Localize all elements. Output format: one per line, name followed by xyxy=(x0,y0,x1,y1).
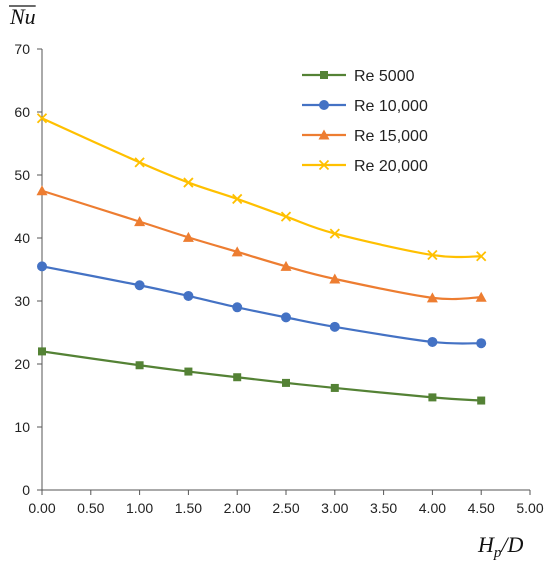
x-axis-label-subscript: p xyxy=(493,545,502,561)
legend-item: Re 10,000 xyxy=(302,98,428,115)
y-tick-label: 10 xyxy=(14,419,30,435)
x-marker-stroke xyxy=(232,193,243,205)
square-marker xyxy=(184,367,193,376)
circle-marker xyxy=(427,336,438,347)
x-tick-label: 3.00 xyxy=(321,500,348,516)
triangle-marker xyxy=(329,273,341,284)
legend-item: Re 5000 xyxy=(302,68,415,85)
x-marker xyxy=(183,177,194,188)
x-marker xyxy=(232,193,243,205)
x-tick-label: 4.00 xyxy=(419,500,446,516)
x-marker-stroke xyxy=(183,177,194,188)
triangle-marker xyxy=(280,260,292,271)
y-tick-label: 50 xyxy=(14,167,30,183)
triangle-marker xyxy=(134,216,146,227)
x-tick-label: 2.00 xyxy=(224,500,251,516)
series-line xyxy=(41,350,482,402)
circle-marker xyxy=(476,338,487,349)
x-marker xyxy=(476,251,487,262)
triangle-marker xyxy=(231,246,243,257)
circle-marker xyxy=(37,261,47,272)
circle-marker xyxy=(281,312,291,323)
x-tick-label: 1.50 xyxy=(175,500,202,516)
x-marker xyxy=(36,113,48,124)
triangle-marker xyxy=(318,129,330,140)
x-marker xyxy=(134,157,145,168)
x-marker-stroke xyxy=(427,249,438,261)
x-tick-label: 0.50 xyxy=(77,500,104,516)
y-tick-label: 40 xyxy=(14,230,30,246)
x-marker-stroke xyxy=(318,159,330,171)
y-tick-label: 60 xyxy=(14,104,30,120)
circle-marker xyxy=(232,302,243,313)
x-marker-stroke xyxy=(280,211,292,222)
square-marker xyxy=(38,347,46,356)
square-marker xyxy=(477,396,486,405)
triangle-marker xyxy=(182,231,194,242)
x-tick-label: 3.50 xyxy=(370,500,397,516)
x-tick-label: 0.00 xyxy=(28,500,55,516)
x-marker-stroke xyxy=(329,228,340,239)
series-2 xyxy=(37,261,487,349)
x-marker xyxy=(329,228,340,239)
x-axis-label-d: /D xyxy=(499,532,523,557)
x-marker-stroke xyxy=(36,113,48,124)
legend-item: Re 20,000 xyxy=(302,158,428,175)
y-tick-label: 0 xyxy=(22,482,30,498)
legend-label: Re 15,000 xyxy=(354,128,428,145)
x-marker xyxy=(427,249,438,261)
legend-label: Re 10,000 xyxy=(354,98,428,115)
axes: 0 10 20 30 40 50 60 70 0.00 0.50 1.00 1.50 2.00 2.50 3… xyxy=(14,41,543,516)
series-line xyxy=(41,265,482,345)
x-axis-label-h: H xyxy=(477,532,495,557)
x-tick-label: 2.50 xyxy=(272,500,299,516)
y-axis-label: Nu xyxy=(9,4,36,29)
series-3 xyxy=(36,185,487,303)
triangle-marker xyxy=(475,291,487,302)
legend: Re 5000 Re 10,000 Re 15,000 Re 20,000 xyxy=(302,68,428,175)
x-marker-stroke xyxy=(134,157,145,168)
series-1 xyxy=(38,347,486,405)
y-tick-label: 70 xyxy=(14,41,30,57)
y-tick-label: 30 xyxy=(14,293,30,309)
x-tick-label: 5.00 xyxy=(516,500,543,516)
square-marker xyxy=(330,383,339,392)
series-4 xyxy=(36,113,487,262)
legend-label: Re 20,000 xyxy=(354,158,428,175)
triangle-marker xyxy=(426,292,438,303)
y-tick-label: 20 xyxy=(14,356,30,372)
x-marker-stroke xyxy=(476,251,487,262)
square-marker xyxy=(428,393,437,402)
square-marker xyxy=(320,71,328,79)
circle-marker xyxy=(319,100,329,110)
x-axis-label: Hp/D xyxy=(477,532,524,561)
triangle-marker xyxy=(36,185,48,196)
square-marker xyxy=(233,373,242,382)
legend-item: Re 15,000 xyxy=(302,128,428,145)
square-marker xyxy=(282,378,290,387)
square-marker xyxy=(135,361,144,370)
series-layer xyxy=(36,113,487,405)
x-marker xyxy=(280,211,292,222)
circle-marker xyxy=(134,280,145,291)
legend-label: Re 5000 xyxy=(354,68,415,85)
x-tick-label: 4.50 xyxy=(468,500,495,516)
x-tick-label: 1.00 xyxy=(126,500,153,516)
circle-marker xyxy=(183,290,194,301)
x-marker xyxy=(318,159,330,171)
circle-marker xyxy=(329,321,340,332)
